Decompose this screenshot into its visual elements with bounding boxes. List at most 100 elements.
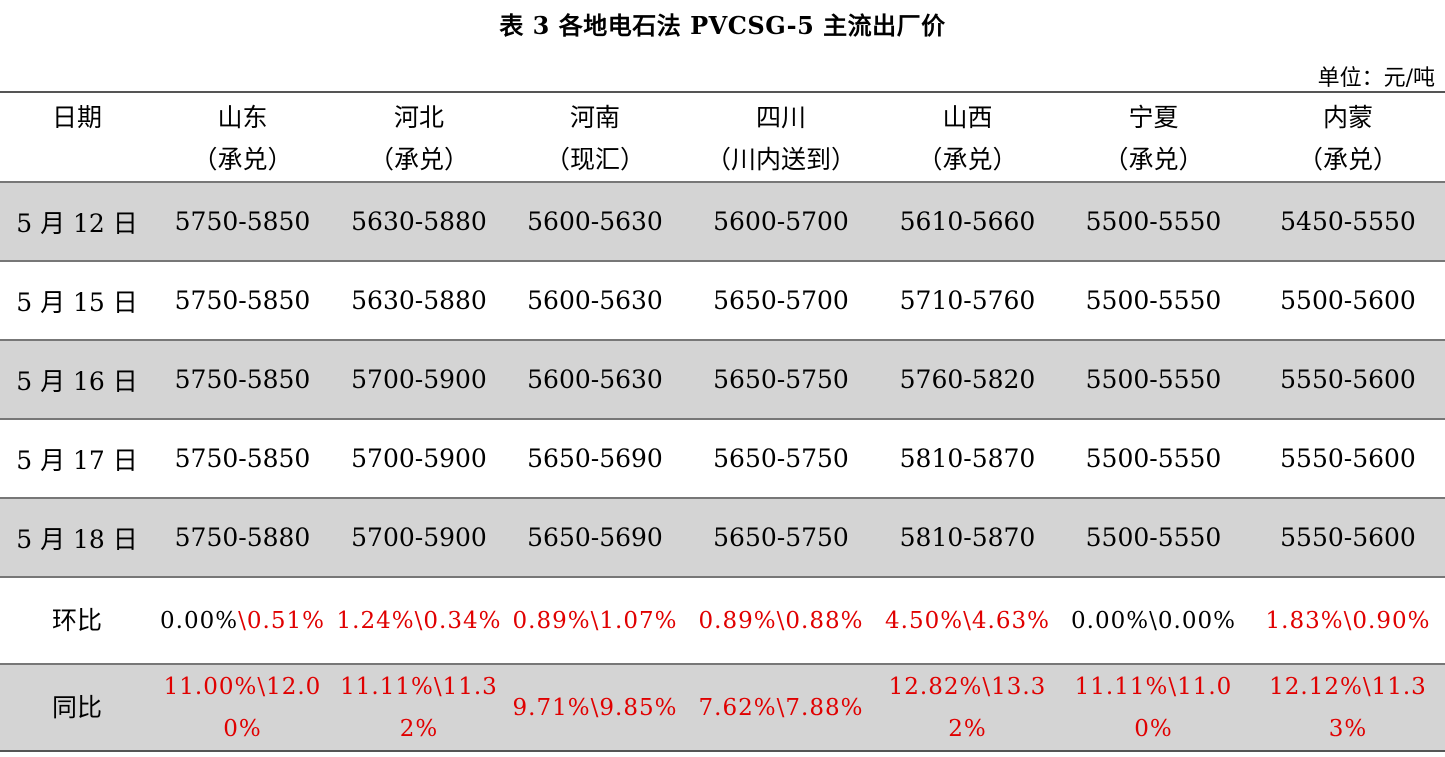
- region-name: 山西: [942, 103, 993, 132]
- date-cell: 5 月 17 日: [16, 445, 138, 475]
- price-cell: 5700-5900: [351, 523, 487, 552]
- pct-value-b: 12.00%: [223, 673, 322, 742]
- price-cell: 5650-5750: [713, 523, 849, 552]
- mom-cell: 1.24%\0.34%: [331, 577, 507, 664]
- pct-separator: \: [776, 607, 786, 634]
- price-cell: 5550-5600: [1280, 444, 1416, 473]
- price-cell: 5750-5850: [174, 207, 311, 236]
- pct-value-a: 0.00%: [160, 607, 239, 634]
- pct-value-b: 0.90%: [1352, 607, 1431, 634]
- region-name: 宁夏: [1128, 103, 1179, 132]
- table-row: 5 月 12 日 5750-5850 5630-5880 5600-5630 5…: [0, 182, 1445, 261]
- table-row: 5 月 17 日 5750-5850 5700-5900 5650-5690 5…: [0, 419, 1445, 498]
- price-cell: 5710-5760: [899, 286, 1036, 315]
- pct-value-b: 9.85%: [599, 694, 678, 721]
- price-cell: 5700-5900: [351, 365, 487, 394]
- date-cell: 5 月 18 日: [16, 524, 138, 554]
- region-terms: （承兑）: [1103, 145, 1204, 174]
- price-cell: 5760-5820: [899, 365, 1036, 394]
- price-cell: 5750-5850: [174, 444, 311, 473]
- mom-row: 环比 0.00%\0.51% 1.24%\0.34% 0.89%\1.07% 0.89…: [0, 577, 1445, 664]
- unit-label: 单位：元/吨: [1317, 66, 1435, 91]
- yoy-cell: 11.00%\12.00%: [154, 664, 331, 751]
- pct-value-a: 11.00%: [163, 673, 258, 700]
- price-cell: 5600-5630: [527, 207, 663, 236]
- pct-value-a: 0.89%: [698, 607, 777, 634]
- pct-separator: \: [776, 694, 786, 721]
- region-terms: （承兑）: [917, 145, 1018, 174]
- header-region: 山东 （承兑）: [154, 91, 331, 182]
- header-row: 日期 山东 （承兑） 河北 （承兑） 河南 （现汇） 四川 （川内送到） 山西 （承兑） …: [0, 91, 1445, 182]
- pct-value-a: 4.50%: [885, 607, 964, 634]
- pct-value-b: 0.34%: [423, 607, 502, 634]
- yoy-cell: 7.62%\7.88%: [683, 664, 879, 751]
- pct-separator: \: [257, 673, 267, 700]
- price-cell: 5650-5690: [527, 523, 663, 552]
- header-region: 宁夏 （承兑）: [1056, 91, 1251, 182]
- pct-value-b: 0.88%: [785, 607, 864, 634]
- pct-value-b: 11.33%: [1328, 673, 1427, 742]
- mom-cell: 0.89%\0.88%: [683, 577, 879, 664]
- mom-cell: 1.83%\0.90%: [1251, 577, 1445, 664]
- table-title: 表 3 各地电石法 PVCSG-5 主流出厂价: [499, 11, 946, 40]
- mom-cell: 0.00%\0.00%: [1056, 577, 1251, 664]
- pct-separator: \: [590, 694, 600, 721]
- pct-value-a: 12.82%: [888, 673, 983, 700]
- pct-value-b: 0.00%: [1157, 607, 1236, 634]
- price-cell: 5550-5600: [1280, 523, 1416, 552]
- pct-value-b: 1.07%: [599, 607, 678, 634]
- pct-value-b: 7.88%: [785, 694, 864, 721]
- mom-cell: 0.00%\0.51%: [154, 577, 331, 664]
- price-cell: 5750-5850: [174, 286, 311, 315]
- region-terms: （现汇）: [544, 145, 645, 174]
- pct-value-b: 4.63%: [971, 607, 1050, 634]
- price-cell: 5500-5550: [1085, 523, 1222, 552]
- price-cell: 5700-5900: [351, 444, 487, 473]
- pct-separator: \: [1343, 607, 1353, 634]
- price-cell: 5550-5600: [1280, 365, 1416, 394]
- pct-separator: \: [963, 607, 972, 634]
- pct-separator: \: [1168, 673, 1178, 700]
- price-cell: 5750-5880: [174, 523, 311, 552]
- price-cell: 5500-5550: [1085, 365, 1222, 394]
- header-region: 四川 （川内送到）: [683, 91, 879, 182]
- mom-cell: 0.89%\1.07%: [507, 577, 683, 664]
- price-cell: 5650-5690: [527, 444, 663, 473]
- pct-separator: \: [590, 607, 600, 634]
- yoy-cell: 9.71%\9.85%: [507, 664, 683, 751]
- header-region: 山西 （承兑）: [879, 91, 1056, 182]
- table-row: 5 月 18 日 5750-5880 5700-5900 5650-5690 5…: [0, 498, 1445, 577]
- price-cell: 5600-5630: [527, 365, 663, 394]
- yoy-cell: 11.11%\11.00%: [1056, 664, 1251, 751]
- table-row: 5 月 15 日 5750-5850 5630-5880 5600-5630 5…: [0, 261, 1445, 340]
- date-cell: 5 月 16 日: [16, 366, 138, 396]
- date-cell: 5 月 15 日: [16, 287, 138, 317]
- pct-value-a: 1.83%: [1265, 607, 1344, 634]
- pct-value-a: 12.12%: [1269, 673, 1363, 700]
- mom-cell: 4.50%\4.63%: [879, 577, 1056, 664]
- region-name: 山东: [217, 103, 268, 132]
- price-cell: 5650-5700: [713, 286, 849, 315]
- region-terms: （川内送到）: [705, 145, 856, 174]
- region-name: 四川: [755, 103, 806, 132]
- region-terms: （承兑）: [192, 145, 293, 174]
- yoy-cell: 11.11%\11.32%: [331, 664, 507, 751]
- pct-separator: \: [238, 607, 247, 634]
- price-cell: 5630-5880: [351, 286, 487, 315]
- price-cell: 5500-5550: [1085, 207, 1222, 236]
- yoy-cell: 12.12%\11.33%: [1251, 664, 1445, 751]
- price-cell: 5600-5630: [527, 286, 663, 315]
- pct-value-a: 9.71%: [512, 694, 591, 721]
- pct-separator: \: [414, 607, 424, 634]
- header-region: 河北 （承兑）: [331, 91, 507, 182]
- pct-separator: \: [433, 673, 443, 700]
- price-table: 日期 山东 （承兑） 河北 （承兑） 河南 （现汇） 四川 （川内送到） 山西 （承兑） …: [0, 91, 1445, 752]
- price-cell: 5450-5550: [1280, 207, 1416, 236]
- price-cell: 5750-5850: [174, 365, 311, 394]
- table-row: 5 月 16 日 5750-5850 5700-5900 5600-5630 5…: [0, 340, 1445, 419]
- region-name: 河北: [393, 103, 444, 132]
- pct-value-b: 11.00%: [1134, 673, 1233, 742]
- pct-value-b: 13.32%: [948, 673, 1047, 742]
- region-terms: （承兑）: [1297, 145, 1398, 174]
- price-cell: 5810-5870: [899, 523, 1036, 552]
